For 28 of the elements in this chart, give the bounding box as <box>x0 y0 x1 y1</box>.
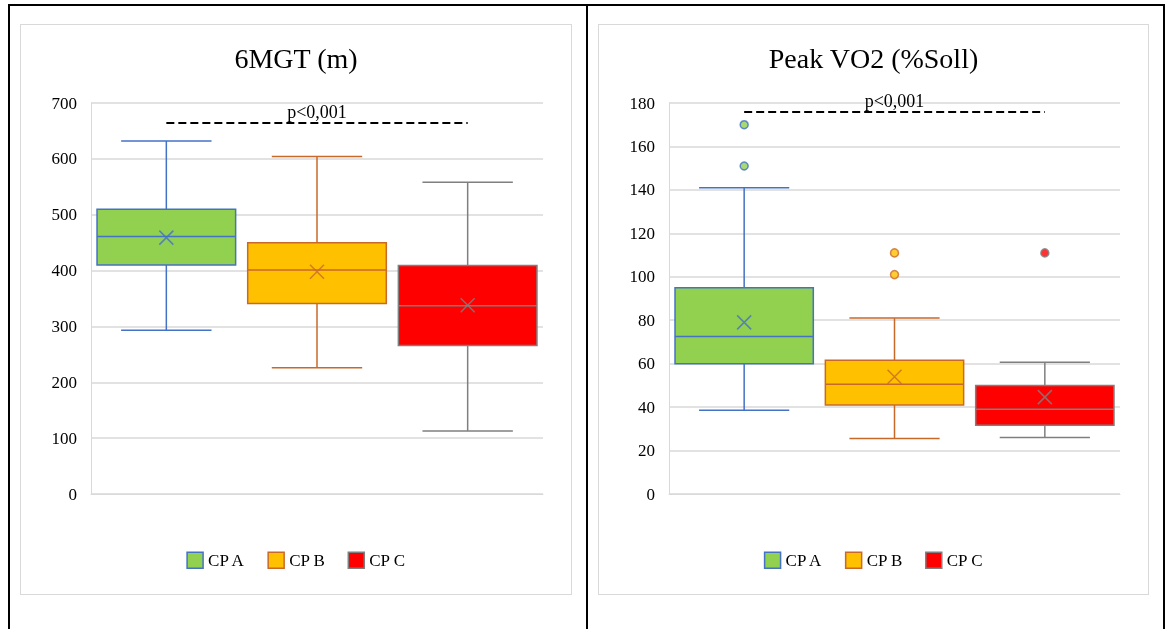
y-tick-label: 0 <box>68 484 77 504</box>
y-tick-label: 120 <box>629 223 655 243</box>
legend-label: CP A <box>785 550 823 570</box>
y-tick-label: 200 <box>51 372 77 392</box>
legend-label: CP B <box>866 550 903 570</box>
y-tick-label: 180 <box>629 93 655 113</box>
y-tick-label: 60 <box>638 354 655 374</box>
y-tick-label: 80 <box>638 310 655 330</box>
y-tick-label: 40 <box>638 397 655 417</box>
y-tick-label: 160 <box>629 136 655 156</box>
y-tick-label: 140 <box>629 180 655 200</box>
y-tick-label: 300 <box>51 316 77 336</box>
chart-title: 6MGT (m) <box>234 42 358 74</box>
y-tick-label: 600 <box>51 149 77 169</box>
y-tick-label: 100 <box>629 267 655 287</box>
ref-line-label: p<0,001 <box>287 101 347 122</box>
legend-label: CP C <box>369 550 406 570</box>
y-tick-label: 20 <box>638 441 655 461</box>
legend-label: CP C <box>946 550 983 570</box>
ref-line-label: p<0,001 <box>864 90 925 111</box>
legend-label: CP A <box>208 550 245 570</box>
y-tick-label: 100 <box>51 428 77 448</box>
y-tick-label: 700 <box>51 93 77 113</box>
y-tick-label: 0 <box>646 484 655 504</box>
legend-label: CP B <box>289 550 325 570</box>
y-tick-label: 400 <box>51 261 77 281</box>
chart-title: Peak VO2 (%Soll) <box>768 42 979 74</box>
y-tick-label: 500 <box>51 205 77 225</box>
